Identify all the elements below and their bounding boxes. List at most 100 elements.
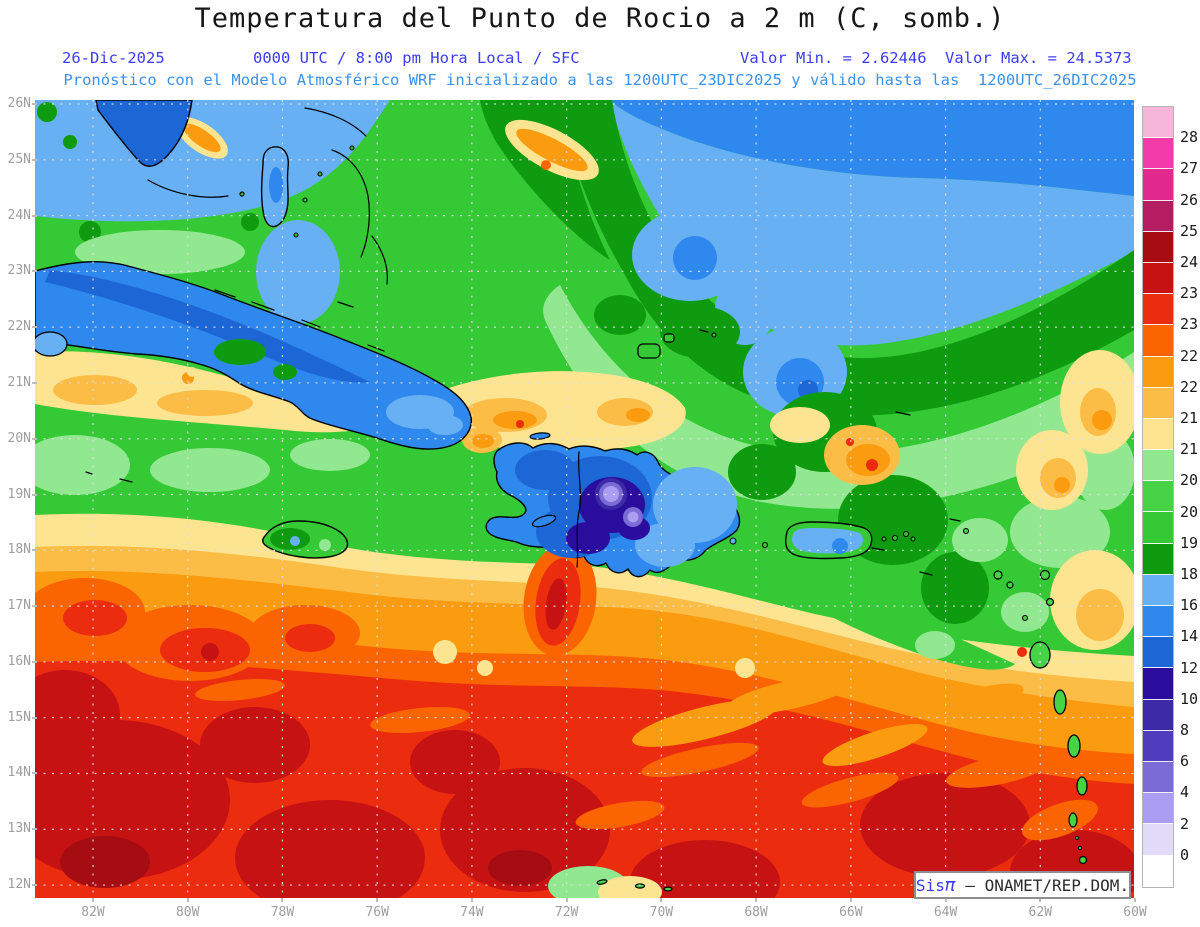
map-warm-band-atlantic [421, 371, 686, 453]
lon-tick [565, 898, 568, 902]
colorbar-label: 26 [1180, 190, 1199, 209]
lon-tick [92, 898, 94, 902]
colorbar-label: 10 [1180, 689, 1199, 708]
value-max: Valor Max. = 24.5373 [945, 49, 1132, 67]
lesser-antilles-islands [919, 518, 1088, 865]
colorbar-cell [1143, 169, 1173, 201]
lon-label: 80W [175, 905, 200, 920]
colorbar-label: 22 [1180, 377, 1199, 396]
lat-label: 23N [7, 263, 31, 279]
colorbar-label: 28 [1180, 128, 1199, 147]
lon-tick [1134, 898, 1137, 902]
map-bahamas-banks [225, 209, 847, 417]
colorbar-cell [1143, 824, 1173, 856]
colorbar-label: 8 [1180, 721, 1190, 739]
colorbar-cell [1143, 262, 1173, 295]
lon-label: 74W [460, 905, 484, 920]
colorbar-label: 2 [1180, 814, 1190, 833]
map-hot-cores [35, 544, 1134, 898]
lon-tick [281, 898, 284, 902]
lon-label: 72W [554, 905, 579, 920]
watermark-box: Sis π – ONAMET/REP.DOM. [914, 871, 1131, 899]
colorbar-cell [1143, 138, 1173, 170]
colorbar-label: 24.5 [1180, 253, 1200, 271]
page-title: Temperatura del Punto de Rocio a 2 m (C,… [194, 3, 1006, 34]
lon-label: 76W [365, 905, 389, 920]
colorbar-label: 12 [1180, 658, 1199, 677]
lon-tick [1039, 898, 1042, 902]
brand-text: Sis [915, 875, 945, 895]
colorbar-cell [1143, 574, 1173, 606]
colorbar-cell [1143, 543, 1173, 575]
lat-tick [32, 660, 37, 663]
colorbar-cell [1143, 512, 1173, 544]
lon-label: 82W [81, 905, 105, 920]
colorbar-cell [1143, 793, 1173, 825]
puerto-rico-island [761, 521, 916, 560]
colorbar-cell [1143, 107, 1173, 139]
bahamas-islands [260, 107, 911, 416]
lon-label: 62W [1028, 905, 1053, 920]
colorbar-label: 16 [1180, 596, 1199, 615]
org-text: ONAMET/REP.DOM. [984, 875, 1130, 895]
hispaniola-island [485, 432, 741, 578]
lon-tick [660, 898, 663, 902]
colorbar-cell [1143, 481, 1173, 513]
lat-tick [32, 549, 37, 552]
colorbar-label: 4 [1180, 783, 1190, 802]
lat-tick [32, 493, 37, 496]
lat-tick [32, 326, 37, 329]
lat-tick [32, 158, 37, 161]
lat-label: 13N [7, 821, 31, 837]
lat-label: 21N [7, 374, 31, 390]
colorbar-cell [1143, 450, 1173, 482]
cuba-island [35, 261, 472, 483]
lat-tick [32, 437, 37, 440]
colorbar-label: 18 [1180, 565, 1199, 583]
map-warm-streaks [176, 117, 599, 181]
lon-label: 60W [1123, 905, 1147, 920]
colorbar-cell [1143, 699, 1173, 731]
pi-symbol: π [944, 874, 956, 896]
abc-islands [548, 866, 673, 898]
colorbar-cell [1143, 387, 1173, 419]
value-min: Valor Min. = 2.62446 [740, 49, 927, 67]
lon-label: 78W [270, 905, 295, 920]
colorbar-label: 23.5 [1180, 284, 1200, 303]
watermark-separator: – [955, 875, 985, 895]
colorbar-cell [1143, 730, 1173, 762]
lon-label: 66W [839, 905, 863, 920]
lat-tick [32, 103, 37, 105]
lat-label: 20N [7, 430, 31, 446]
lat-label: 18N [7, 542, 31, 558]
lat-label: 19N [7, 486, 31, 502]
lat-label: 24N [7, 207, 31, 223]
colorbar-label: 21.5 [1180, 409, 1200, 427]
lat-tick [32, 605, 37, 608]
lat-tick [32, 270, 37, 273]
lat-label: 26N [7, 96, 31, 111]
lat-label: 25N [7, 151, 31, 167]
colorbar-label: 20 [1180, 502, 1199, 521]
lat-tick [32, 828, 37, 831]
colorbar-cell [1143, 231, 1173, 263]
colorbar-cell [1143, 200, 1173, 232]
colorbar-cell [1143, 325, 1173, 357]
colorbar-label: 21 [1180, 440, 1199, 459]
lat-label: 16N [7, 653, 31, 669]
colorbar-label: 0 [1180, 845, 1190, 864]
jamaica-island [262, 520, 349, 559]
lon-tick [755, 898, 758, 902]
colorbar-cell [1143, 855, 1173, 887]
lon-tick [944, 898, 947, 902]
lon-label: 68W [744, 905, 768, 920]
colorbar-label: 14 [1180, 627, 1199, 646]
lat-label: 12N [7, 877, 31, 893]
colorbar-cell [1143, 294, 1173, 326]
colorbar-label: 20.5 [1180, 471, 1200, 490]
lat-tick [32, 381, 37, 384]
lat-tick [32, 716, 37, 719]
colorbar-cell [1143, 761, 1173, 794]
lat-label: 14N [7, 765, 31, 781]
